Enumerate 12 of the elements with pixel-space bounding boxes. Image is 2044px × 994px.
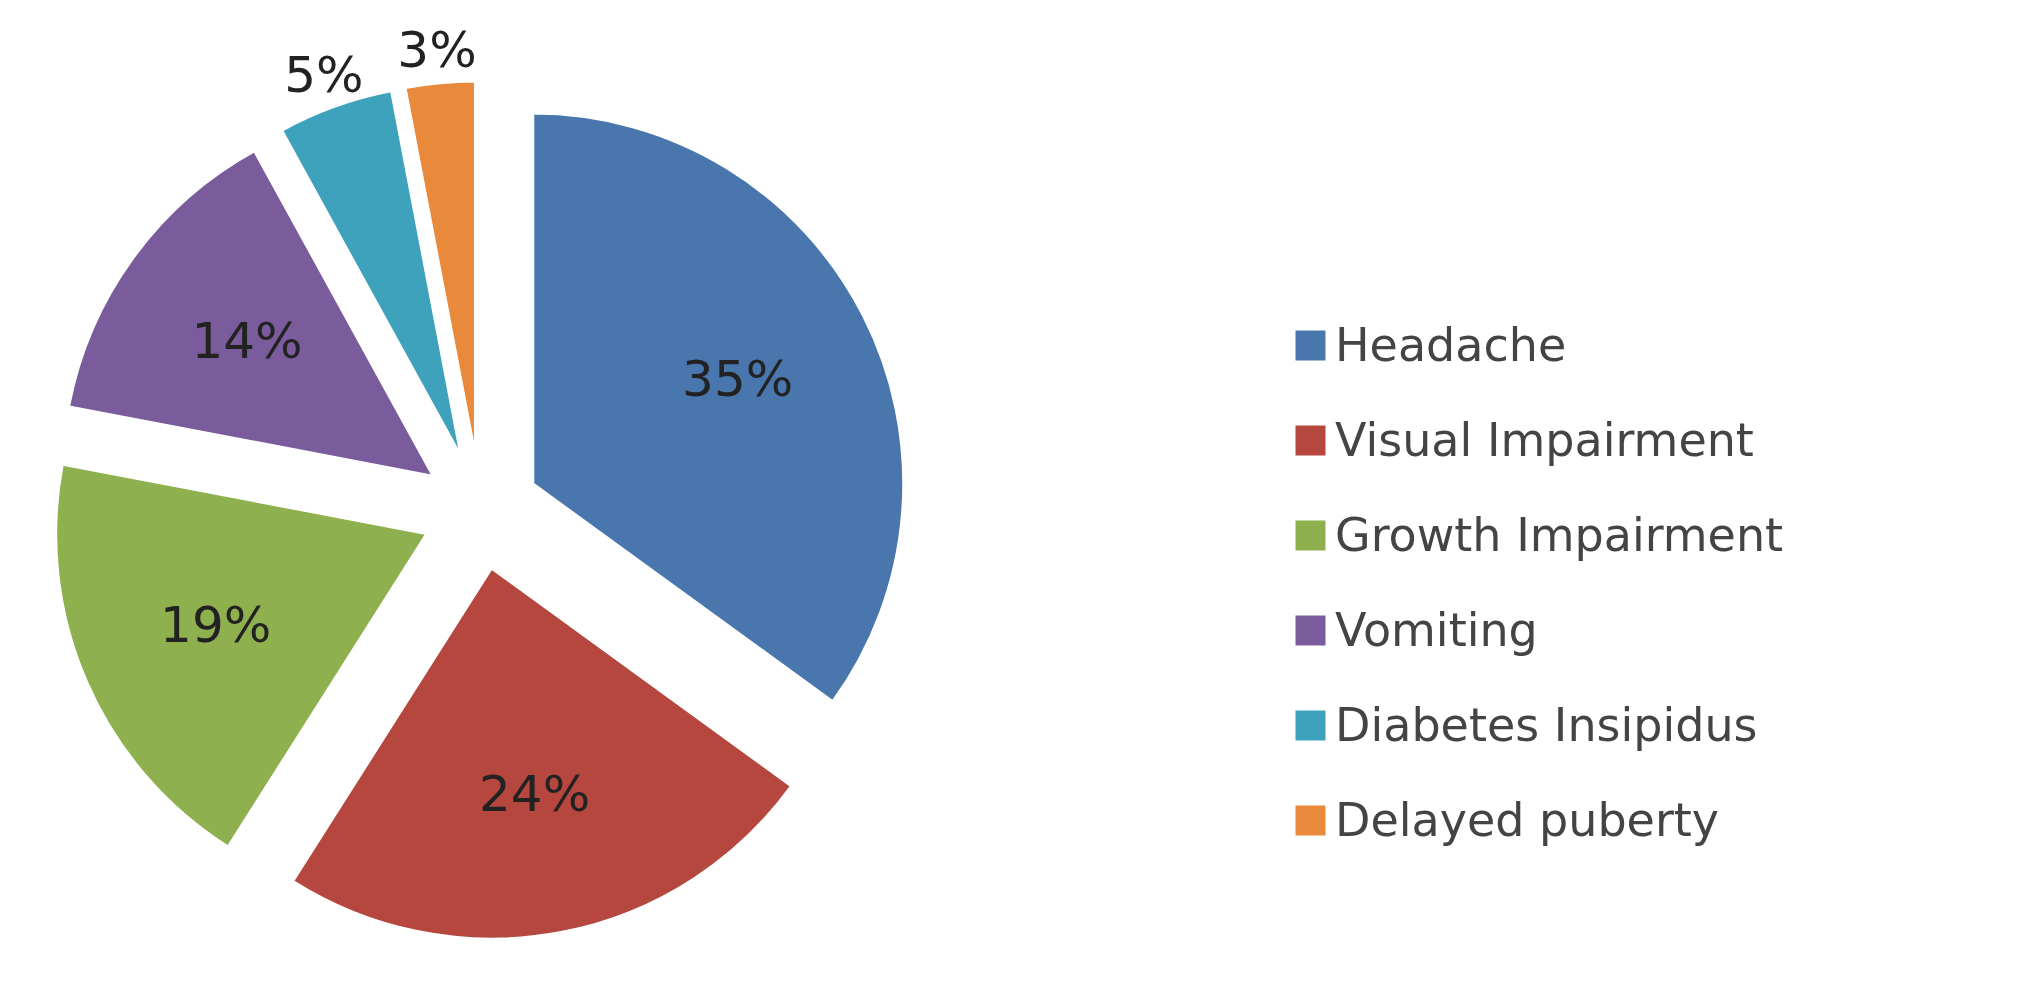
legend-label: Headache [1335,317,1567,374]
legend-label: Visual Impairment [1335,412,1754,469]
legend-label: Growth Impairment [1335,507,1784,564]
legend-label: Diabetes Insipidus [1335,697,1758,754]
legend-label: Vomiting [1335,602,1538,659]
data-label: 14% [191,311,303,370]
data-label: 24% [479,764,591,823]
legend-label: Delayed puberty [1335,792,1720,849]
data-label: 3% [397,21,477,80]
data-label: 35% [682,350,794,409]
data-label: 5% [284,46,364,105]
data-label: 19% [160,596,272,655]
